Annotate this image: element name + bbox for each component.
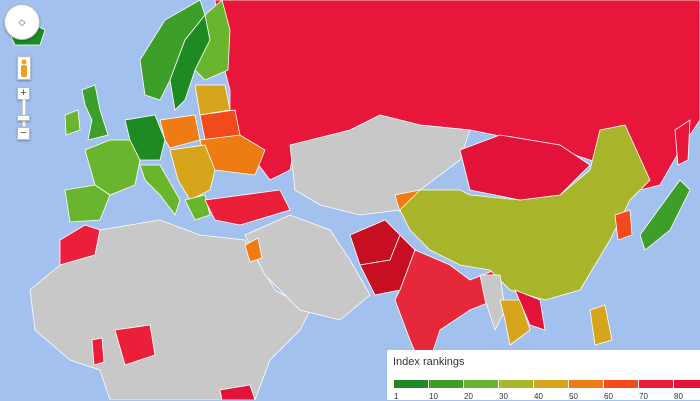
country-poland[interactable] <box>159 114 201 149</box>
pegman-icon <box>21 59 27 77</box>
country-india[interactable] <box>394 249 496 377</box>
legend-tick-label: 60 <box>604 392 613 401</box>
country-kenya[interactable] <box>219 384 256 400</box>
legend-tick-label: 40 <box>534 392 543 401</box>
legend-tick-label: 10 <box>429 392 438 401</box>
legend-swatch <box>464 380 498 388</box>
region-middle-east-nodata <box>244 214 371 321</box>
country-nigeria[interactable] <box>114 324 156 366</box>
legend-swatch <box>639 380 673 388</box>
country-russia-east[interactable] <box>674 119 691 166</box>
country-ghana[interactable] <box>91 337 105 366</box>
country-turkey[interactable] <box>204 189 291 226</box>
country-greece[interactable] <box>184 194 211 221</box>
legend-swatch <box>604 380 638 388</box>
legend-tick-label: 50 <box>569 392 578 401</box>
country-spain[interactable] <box>64 184 111 223</box>
legend: Index rankings 1102030405060708091 <box>387 350 700 401</box>
legend-swatch <box>569 380 603 388</box>
legend-swatch <box>394 380 428 388</box>
country-finland[interactable] <box>194 0 231 81</box>
street-view-pegman[interactable] <box>17 56 31 80</box>
legend-tick-label: 30 <box>499 392 508 401</box>
country-germany[interactable] <box>124 114 166 161</box>
zoom-out-button[interactable]: − <box>17 127 30 140</box>
country-japan[interactable] <box>639 179 691 251</box>
zoom-slider-handle[interactable] <box>17 115 30 121</box>
legend-title: Index rankings <box>393 356 465 368</box>
country-korea[interactable] <box>614 209 633 241</box>
legend-swatch <box>499 380 533 388</box>
legend-color-scale <box>394 380 700 388</box>
country-balkans[interactable] <box>169 144 216 201</box>
legend-tick-label: 20 <box>464 392 473 401</box>
legend-swatch <box>674 380 700 388</box>
country-thailand[interactable] <box>499 299 531 346</box>
legend-tick-label: 80 <box>674 392 683 401</box>
country-vietnam[interactable] <box>514 289 546 331</box>
zoom-slider-track[interactable] <box>22 99 26 127</box>
legend-swatch <box>534 380 568 388</box>
region-central-asia-nodata <box>289 114 471 216</box>
pan-control[interactable]: ◇ <box>4 4 40 40</box>
country-ireland[interactable] <box>64 109 81 136</box>
legend-swatch <box>429 380 463 388</box>
country-myanmar[interactable] <box>479 274 506 332</box>
legend-tick-label: 70 <box>639 392 648 401</box>
country-uk[interactable] <box>81 84 109 141</box>
country-mongolia[interactable] <box>459 134 591 201</box>
country-jordan[interactable] <box>244 237 263 263</box>
country-philippines[interactable] <box>589 304 613 346</box>
country-baltics[interactable] <box>194 84 231 116</box>
pan-arrows-icon: ◇ <box>18 16 26 27</box>
legend-tick-label: 1 <box>394 392 399 401</box>
country-italy[interactable] <box>139 164 181 216</box>
